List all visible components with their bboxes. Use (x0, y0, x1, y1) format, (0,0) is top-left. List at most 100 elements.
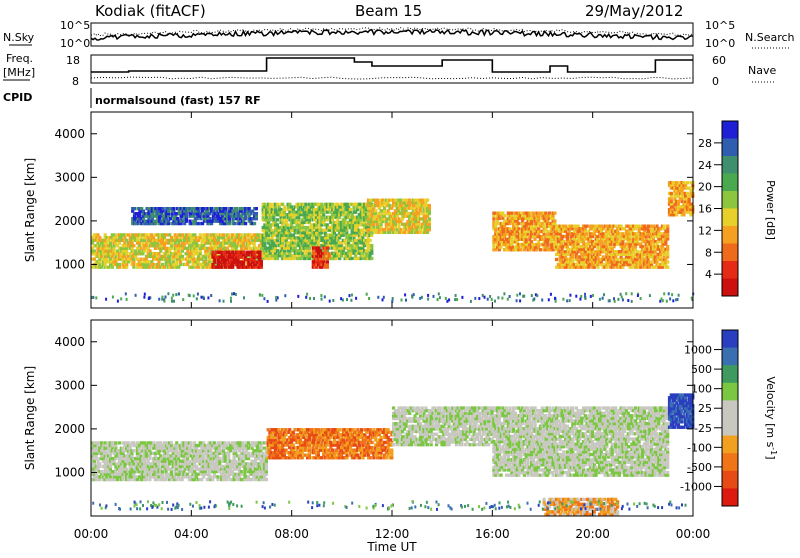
heatmap-cell (175, 293, 177, 296)
heatmap-cell (620, 293, 622, 296)
heatmap-cell (170, 441, 173, 444)
noise-tick-lo: 10^0 (60, 37, 90, 50)
heatmap-cell (126, 298, 128, 301)
freq-line (91, 58, 693, 72)
heatmap-cell (569, 294, 571, 297)
y-tick-label: 1000 (54, 257, 85, 271)
heatmap-cell (456, 298, 458, 301)
heatmap-cell (494, 300, 496, 303)
freq-tick-hi: 18 (66, 54, 80, 67)
heatmap-cell (244, 222, 247, 225)
heatmap-cell (95, 296, 97, 299)
heatmap-cell (686, 181, 689, 184)
heatmap-cell (199, 233, 202, 236)
heatmap-cell (439, 296, 441, 299)
heatmap-cell (133, 207, 136, 210)
heatmap-cell (233, 292, 235, 295)
heatmap-cell (427, 298, 429, 301)
heatmap-cell (491, 298, 493, 301)
heatmap-cell (172, 294, 174, 297)
heatmap-cell (599, 298, 601, 301)
heatmap-cell (120, 297, 122, 300)
heatmap-cell (346, 298, 348, 301)
heatmap-cell (622, 298, 624, 301)
heatmap-cell (392, 297, 394, 300)
y-tick-label: 2000 (54, 214, 85, 228)
heatmap-cell (178, 293, 180, 296)
heatmap-cell (326, 246, 329, 249)
heatmap-cell (666, 300, 668, 303)
heatmap-cell (413, 293, 415, 296)
heatmap-cell (164, 300, 166, 303)
heatmap-cell (231, 293, 233, 296)
heatmap-cell (548, 298, 550, 301)
nave-tick-hi: 60 (712, 54, 726, 67)
heatmap-cell (691, 297, 693, 300)
heatmap-cell (114, 441, 117, 444)
heatmap-cell (585, 297, 587, 300)
heatmap-cell (368, 239, 371, 242)
nsearch-label: N.Search (745, 31, 795, 44)
heatmap-cell (167, 292, 169, 295)
heatmap-cell (621, 296, 623, 299)
heatmap-cell (428, 217, 431, 220)
heatmap-cell (503, 214, 506, 217)
heatmap-cell (617, 298, 619, 301)
heatmap-cell (207, 296, 209, 299)
heatmap-cell (181, 255, 184, 258)
heatmap-cell (143, 296, 145, 299)
power-heatmap (91, 181, 694, 303)
heatmap-cell (550, 293, 552, 296)
heatmap-cell (517, 222, 520, 225)
heatmap-cell (118, 263, 121, 266)
cpid-label: CPID (3, 91, 32, 104)
heatmap-cell (507, 298, 509, 301)
heatmap-cell (182, 298, 184, 301)
heatmap-cell (112, 296, 114, 299)
heatmap-cell (433, 295, 435, 298)
heatmap-cell (519, 299, 521, 302)
heatmap-cell (575, 295, 577, 298)
heatmap-cell (579, 298, 581, 301)
heatmap-cell (501, 297, 503, 300)
nave-tick-lo: 0 (712, 75, 719, 88)
heatmap-cell (297, 295, 299, 298)
heatmap-cell (224, 207, 227, 210)
heatmap-cell (172, 207, 175, 210)
heatmap-cell (190, 441, 193, 444)
heatmap-cell (165, 296, 167, 299)
heatmap-cell (516, 299, 518, 302)
heatmap-cell (171, 297, 173, 300)
y-tick-label: 3000 (54, 170, 85, 184)
heatmap-cell (306, 293, 308, 296)
heatmap-cell (370, 257, 373, 260)
heatmap-cell (132, 449, 135, 452)
heatmap-cell (219, 299, 221, 302)
heatmap-cell (455, 294, 457, 297)
heatmap-cell (349, 208, 352, 211)
freq-label: Freq. (6, 52, 33, 65)
noise-tick-hi-right: 10^5 (705, 19, 735, 32)
heatmap-cell (253, 222, 256, 225)
nave-line (91, 77, 693, 79)
heatmap-cell (631, 300, 633, 303)
heatmap-cell (377, 296, 379, 299)
heatmap-cell (309, 297, 311, 300)
heatmap-cell (427, 294, 429, 297)
heatmap-cell (132, 244, 135, 247)
heatmap-cell (474, 297, 476, 300)
heatmap-cell (305, 296, 307, 299)
heatmap-cell (140, 258, 143, 261)
heatmap-cell (590, 295, 592, 298)
heatmap-cell (445, 297, 447, 300)
heatmap-cell (118, 441, 121, 444)
heatmap-cell (304, 203, 307, 206)
heatmap-cell (584, 293, 586, 296)
heatmap-cell (637, 294, 639, 297)
heatmap-cell (470, 300, 472, 303)
noise-tick-hi: 10^5 (60, 19, 90, 32)
heatmap-cell (148, 296, 150, 299)
heatmap-cell (522, 295, 524, 298)
noise-panel (91, 23, 693, 46)
